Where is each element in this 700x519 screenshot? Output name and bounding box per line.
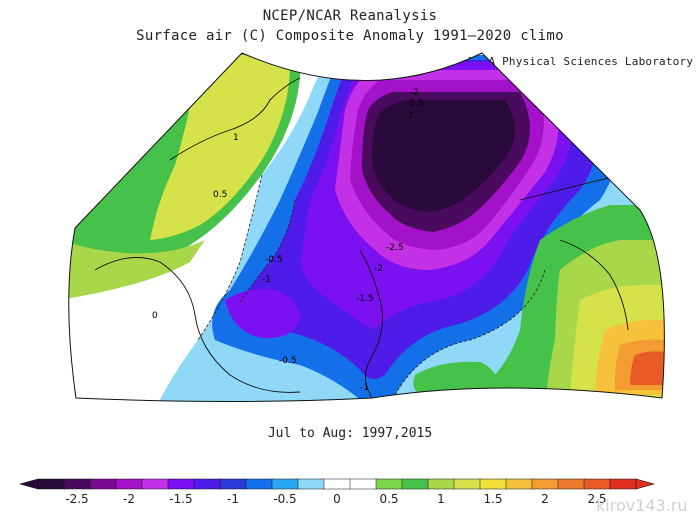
colorbar-cell xyxy=(505,478,533,490)
colorbar-cell xyxy=(479,478,507,490)
contour-line xyxy=(237,199,296,306)
colorbar-cell xyxy=(63,478,91,490)
colorbar-tick-label: -1.5 xyxy=(169,492,192,506)
colorbar-cell xyxy=(375,478,403,490)
contour-label: -0.5 xyxy=(279,356,297,366)
warm-ring5-east xyxy=(630,351,665,385)
warm-core-west xyxy=(150,55,291,240)
contour-label: -2 xyxy=(410,88,419,98)
warm-edge-west xyxy=(68,240,205,300)
contour-label: 1 xyxy=(233,133,239,143)
cold-lobe-west xyxy=(225,288,300,339)
map-frame xyxy=(68,52,665,402)
colorbar-cell xyxy=(219,478,247,490)
contour-label: -2 xyxy=(374,264,383,274)
colorbar-tick-label: -0.5 xyxy=(273,492,296,506)
colorbar-ticks: -2.5 -2 -1.5 -1 -0.5 0 0.5 1 1.5 2 2.5 xyxy=(65,492,606,506)
contour-label: -2.5 xyxy=(386,243,404,253)
warm-patch-south xyxy=(413,361,500,395)
colorbar-tick-label: 1 xyxy=(437,492,445,506)
coastline xyxy=(359,249,383,399)
coastline xyxy=(169,77,301,161)
colorbar-cell xyxy=(167,478,195,490)
colorbar-cell xyxy=(245,478,273,490)
colorbar-tick-label: -2 xyxy=(123,492,135,506)
contour-label: -2.5 xyxy=(406,99,424,109)
contour-line xyxy=(394,269,546,396)
colorbar-cell xyxy=(89,478,117,490)
colorbar-arrow-high xyxy=(635,478,656,490)
contour-line xyxy=(197,174,263,341)
colorbar-cell xyxy=(349,478,377,490)
colorbar-cell xyxy=(271,478,299,490)
colorbar-cell xyxy=(193,478,221,490)
map-title: NCEP/NCAR Reanalysis xyxy=(262,8,438,24)
watermark-text: kirov143.ru xyxy=(596,496,688,515)
colorbar-cell xyxy=(401,478,429,490)
coastline xyxy=(94,257,301,393)
coastline xyxy=(559,239,629,331)
colorbar-cell xyxy=(557,478,585,490)
contour-label: -0.5 xyxy=(265,255,283,265)
contour-labels: -2 -2.5 -3 1 0.5 -0.5 -1 -2.5 -2 -1.5 0 … xyxy=(152,88,424,393)
colorbar-tick-label: 2.5 xyxy=(587,492,606,506)
contour-label: 0.5 xyxy=(213,190,227,200)
colorbar-tick-label: 2 xyxy=(541,492,549,506)
colorbar-cell xyxy=(115,478,143,490)
contour-label: -1 xyxy=(262,275,271,285)
colorbar-arrow-low xyxy=(18,478,39,490)
colorbar-tick-label: 0.5 xyxy=(379,492,398,506)
contour-label: 0 xyxy=(152,311,158,321)
contour-label: -3 xyxy=(404,111,413,121)
colorbar-cell xyxy=(323,478,351,490)
colorbar-cell xyxy=(531,478,559,490)
colorbar-cell xyxy=(141,478,169,490)
colorbar-cells xyxy=(18,478,656,490)
map-subtitle: Surface air (C) Composite Anomaly 1991–2… xyxy=(136,28,564,44)
contour-label: -1 xyxy=(360,383,369,393)
colorbar-cell xyxy=(37,478,65,490)
colorbar-tick-label: 0 xyxy=(333,492,341,506)
colorbar-cell xyxy=(609,478,637,490)
contour-label: -1.5 xyxy=(356,294,374,304)
colorbar-cell xyxy=(427,478,455,490)
colorbar-cell xyxy=(297,478,325,490)
cold-core-darkest xyxy=(372,100,515,212)
colorbar-tick-label: -2.5 xyxy=(65,492,88,506)
credit-text: NOAA Physical Sciences Laboratory xyxy=(468,55,694,68)
colorbar-cell xyxy=(583,478,611,490)
colorbar-tick-label: -1 xyxy=(227,492,239,506)
colorbar-tick-label: 1.5 xyxy=(483,492,502,506)
colorbar-cell xyxy=(453,478,481,490)
time-period: Jul to Aug: 1997,2015 xyxy=(267,426,433,441)
